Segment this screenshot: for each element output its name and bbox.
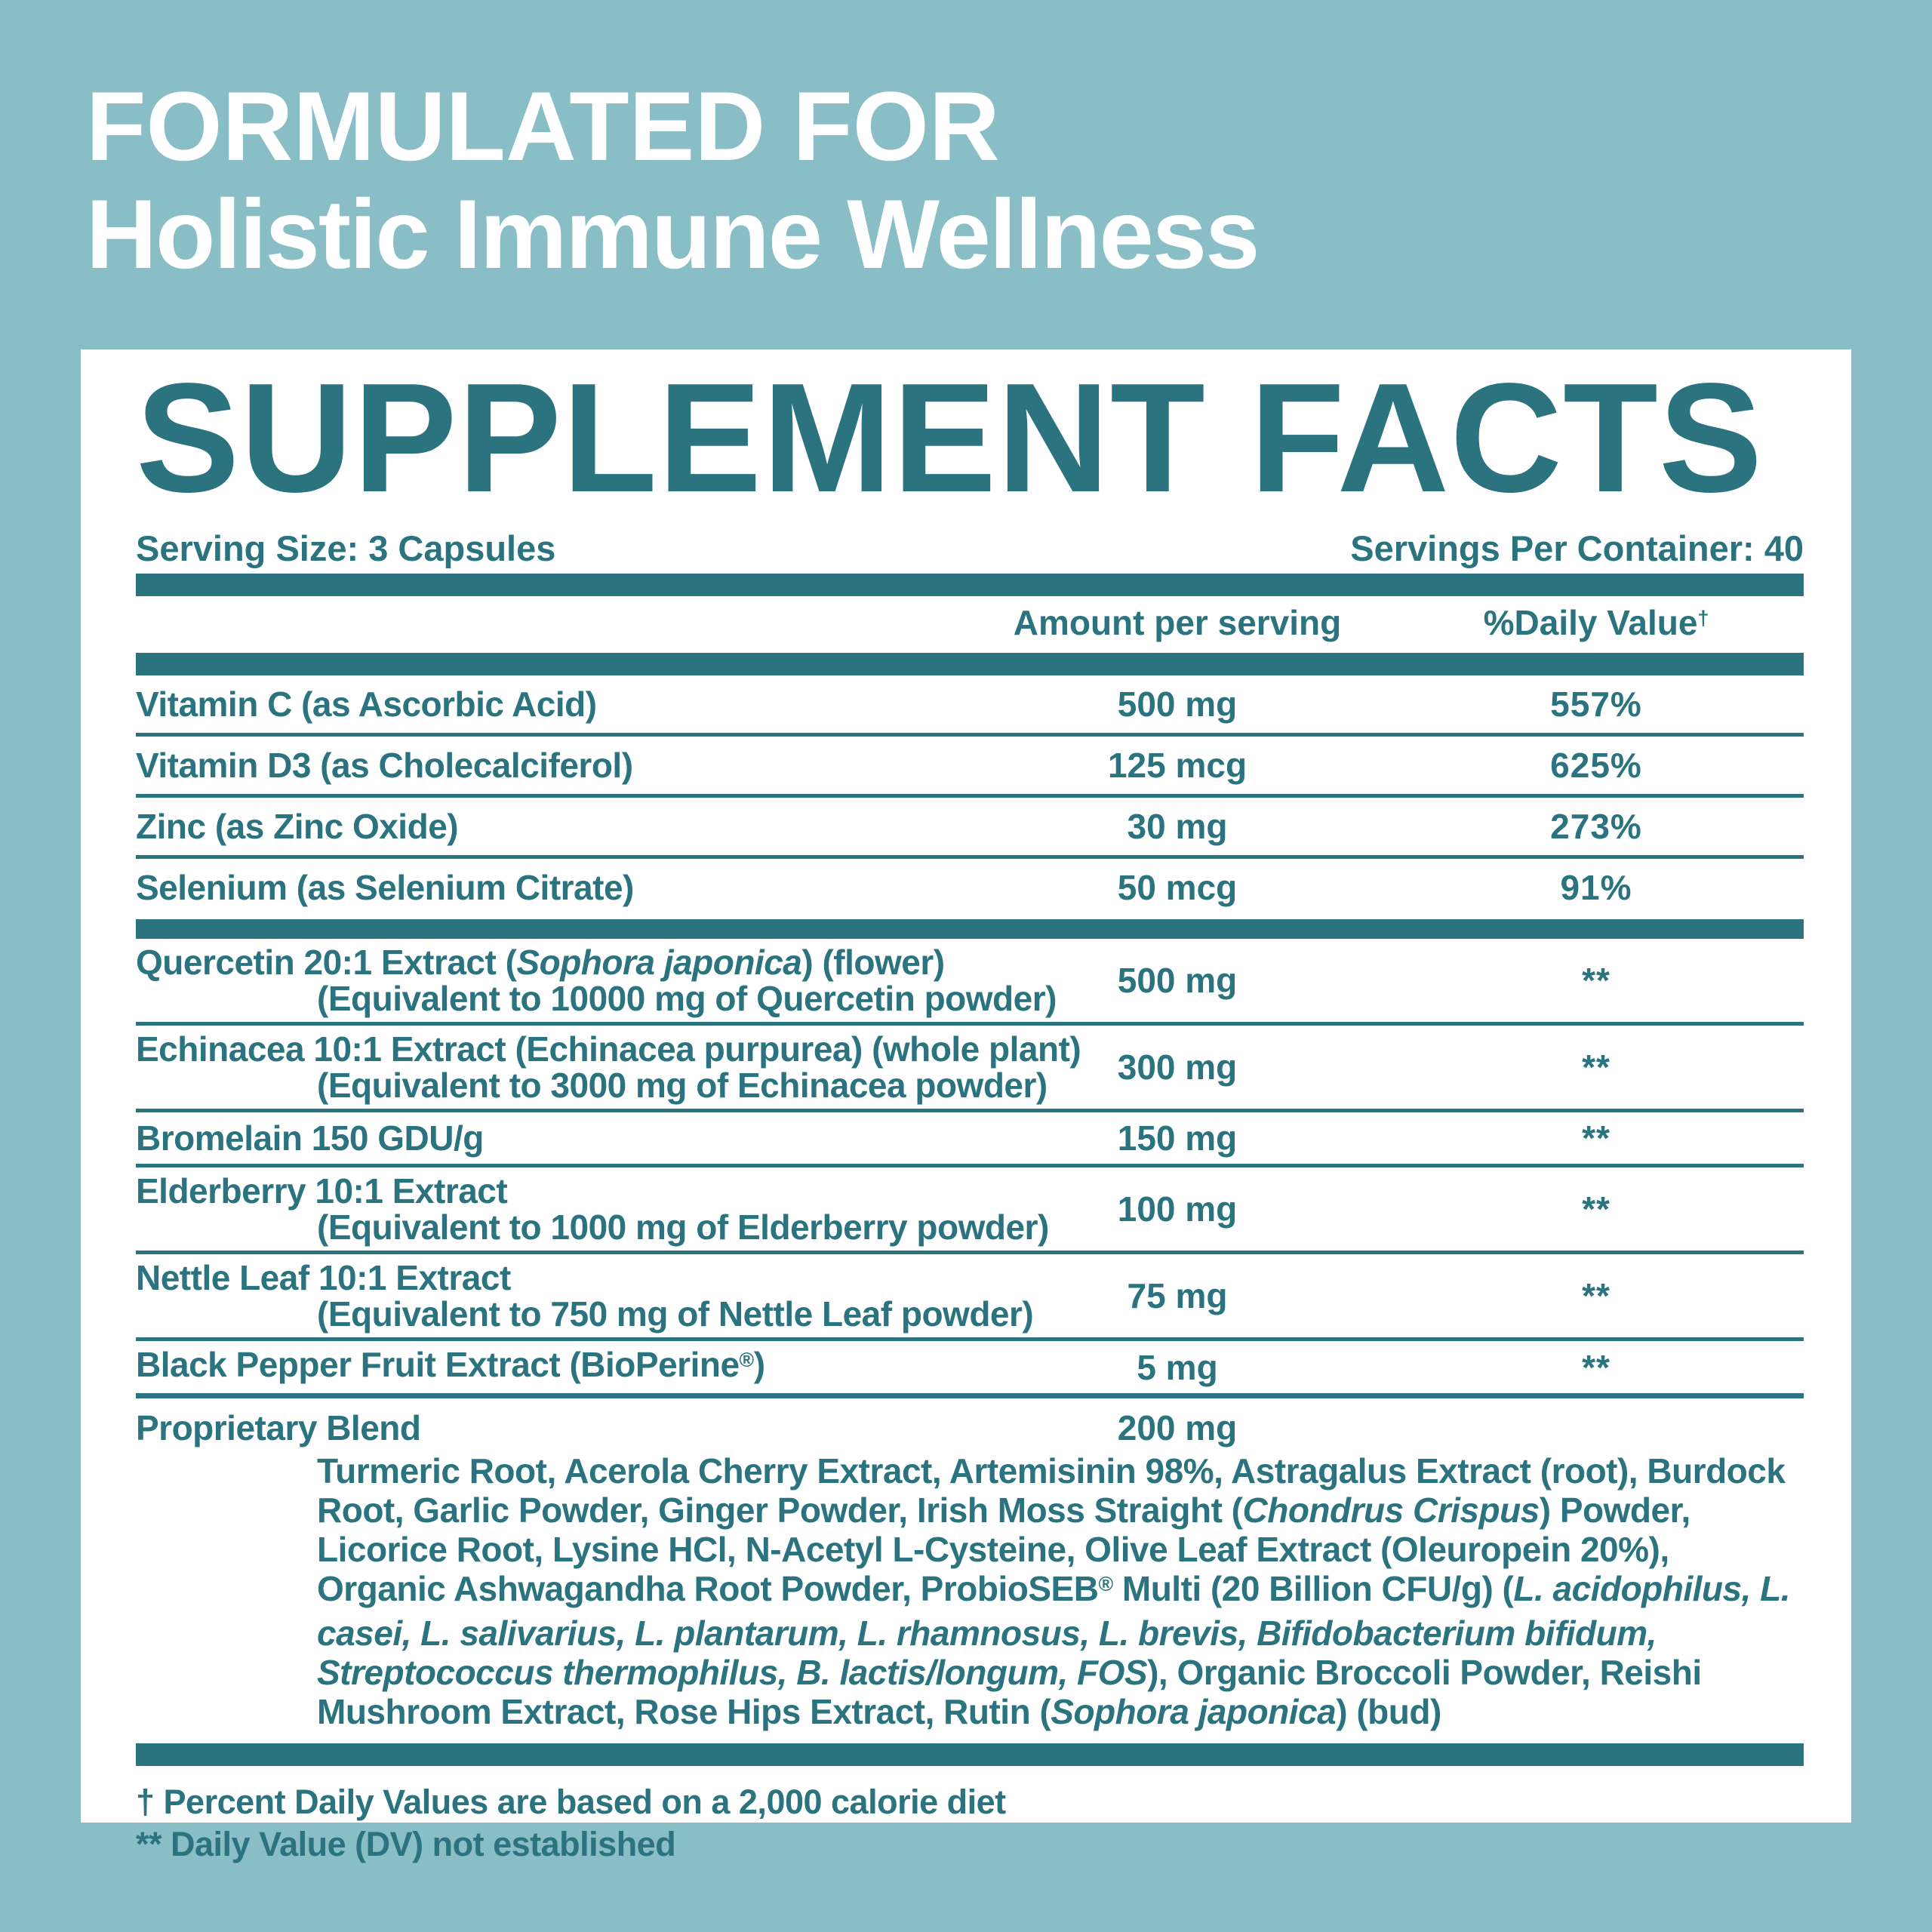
- row-daily-value: **: [1582, 1118, 1611, 1158]
- table-row: Vitamin D3 (as Cholecalciferol) 125 mcg 62…: [136, 737, 1804, 798]
- divider-bar-bottom: [136, 1743, 1804, 1766]
- row-daily-value: 625%: [1550, 746, 1642, 785]
- row-amount: 100 mg: [1117, 1189, 1238, 1229]
- serving-info-row: Serving Size: 3 Capsules Servings Per Co…: [136, 528, 1804, 569]
- row-name: Elderberry 10:1 Extract (Equivalent to 10…: [136, 1171, 1049, 1247]
- divider-bar-top: [136, 574, 1804, 596]
- footnotes: † Percent Daily Values are based on a 2,…: [136, 1781, 1804, 1866]
- row-amount: 50 mcg: [1117, 868, 1238, 907]
- table-row: Bromelain 150 GDU/g 150 mg **: [136, 1112, 1804, 1168]
- row-name: Vitamin C (as Ascorbic Acid): [136, 685, 597, 724]
- column-headers-row: Amount per serving %Daily Value†: [136, 604, 1804, 647]
- row-name: Zinc (as Zinc Oxide): [136, 807, 459, 846]
- blend-name: Proprietary Blend: [136, 1408, 421, 1447]
- product-benefit-line: Holistic Immune Wellness: [86, 179, 1260, 289]
- row-amount: 125 mcg: [1107, 746, 1247, 785]
- row-amount: 30 mg: [1127, 807, 1228, 846]
- row-daily-value: **: [1582, 1189, 1611, 1229]
- row-amount: 5 mg: [1137, 1347, 1218, 1387]
- row-equivalent-note: (Equivalent to 750 mg of Nettle Leaf pow…: [317, 1294, 1034, 1334]
- table-row: Elderberry 10:1 Extract (Equivalent to 10…: [136, 1168, 1804, 1254]
- column-header-daily-value: %Daily Value†: [1483, 603, 1709, 642]
- divider-bar-middle: [136, 919, 1804, 939]
- column-header-spacer: [136, 604, 966, 647]
- table-row: Black Pepper Fruit Extract (BioPerine®) 5…: [136, 1341, 1804, 1398]
- proprietary-blend-row: Proprietary Blend 200 mg: [136, 1409, 1804, 1447]
- row-name: Quercetin 20:1 Extract (Sophora japonica…: [136, 943, 1057, 1018]
- row-daily-value: **: [1582, 961, 1611, 1000]
- servings-per-container: Servings Per Container: 40: [1350, 528, 1804, 568]
- divider-bar-columns: [136, 653, 1804, 675]
- footnote-daily-values: † Percent Daily Values are based on a 2,…: [136, 1783, 1006, 1821]
- footnote-dv-not-established: ** Daily Value (DV) not established: [136, 1825, 676, 1863]
- panel-title: SUPPLEMENT FACTS: [136, 351, 1764, 525]
- row-name: Nettle Leaf 10:1 Extract (Equivalent to 7…: [136, 1258, 1034, 1334]
- table-row: Echinacea 10:1 Extract (Echinacea purpur…: [136, 1026, 1804, 1112]
- supplement-facts-panel: SUPPLEMENT FACTS Serving Size: 3 Capsule…: [81, 349, 1851, 1863]
- vitamins-mineral-rows: Vitamin C (as Ascorbic Acid) 500 mg 557% Vi…: [136, 675, 1804, 919]
- row-daily-value: 273%: [1550, 807, 1642, 846]
- row-daily-value: 91%: [1560, 868, 1632, 907]
- row-name: Black Pepper Fruit Extract (BioPerine®): [136, 1345, 765, 1384]
- row-equivalent-note: (Equivalent to 1000 mg of Elderberry pow…: [317, 1208, 1049, 1247]
- row-equivalent-note: (Equivalent to 3000 mg of Echinacea powd…: [317, 1066, 1048, 1105]
- row-amount: 500 mg: [1117, 961, 1238, 1000]
- row-equivalent-note: (Equivalent to 10000 mg of Quercetin pow…: [317, 979, 1057, 1018]
- formulated-for-header: FORMULATED FOR Holistic Immune Wellness: [86, 71, 1260, 289]
- row-daily-value: **: [1582, 1276, 1611, 1315]
- row-amount: 75 mg: [1127, 1276, 1228, 1315]
- row-amount: 500 mg: [1117, 685, 1238, 724]
- column-header-amount: Amount per serving: [1013, 603, 1342, 642]
- table-row: Nettle Leaf 10:1 Extract (Equivalent to 7…: [136, 1254, 1804, 1341]
- row-name: Selenium (as Selenium Citrate): [136, 868, 634, 907]
- row-amount: 300 mg: [1117, 1048, 1238, 1087]
- table-row: Vitamin C (as Ascorbic Acid) 500 mg 557%: [136, 675, 1804, 737]
- row-daily-value: **: [1582, 1347, 1611, 1387]
- row-daily-value: 557%: [1550, 685, 1642, 724]
- table-row: Selenium (as Selenium Citrate) 50 mcg 91%: [136, 859, 1804, 919]
- row-name: Echinacea 10:1 Extract (Echinacea purpur…: [136, 1029, 1081, 1105]
- blend-ingredients-text: Turmeric Root, Acerola Cherry Extract, A…: [317, 1451, 1791, 1731]
- table-row: Zinc (as Zinc Oxide) 30 mg 273%: [136, 798, 1804, 859]
- formulated-for-line: FORMULATED FOR: [86, 71, 1000, 181]
- row-name: Bromelain 150 GDU/g: [136, 1118, 484, 1158]
- row-amount: 150 mg: [1117, 1118, 1238, 1158]
- proprietary-blend-section: Proprietary Blend 200 mg Turmeric Root, …: [136, 1409, 1804, 1743]
- blend-amount: 200 mg: [1117, 1408, 1238, 1447]
- serving-size: Serving Size: 3 Capsules: [136, 528, 556, 568]
- row-daily-value: **: [1582, 1048, 1611, 1087]
- table-row: Quercetin 20:1 Extract (Sophora japonica…: [136, 939, 1804, 1026]
- botanical-rows: Quercetin 20:1 Extract (Sophora japonica…: [136, 939, 1804, 1398]
- row-name: Vitamin D3 (as Cholecalciferol): [136, 746, 633, 785]
